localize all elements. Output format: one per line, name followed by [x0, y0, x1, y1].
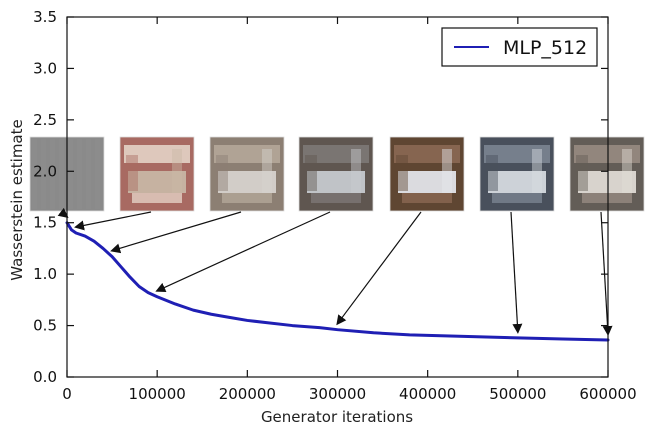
sample-arrow-3	[110, 211, 242, 254]
sample-arrow-4	[155, 211, 331, 293]
sample-arrow-6	[510, 211, 523, 334]
sample-image-3	[209, 136, 285, 212]
legend: MLP_512	[441, 27, 598, 67]
sample-arrow-1	[57, 207, 69, 218]
y-tick-label: 2.0	[33, 162, 57, 180]
x-tick-label: 300000	[309, 385, 366, 403]
x-tick-label: 500000	[489, 385, 546, 403]
y-tick-label: 1.5	[33, 214, 57, 232]
y-tick-label: 1.0	[33, 265, 57, 283]
x-tick-label: 200000	[219, 385, 276, 403]
x-ticks: 0 100000 200000 300000 400000 500000 600000	[62, 17, 637, 403]
y-tick-label: 3.0	[33, 59, 57, 77]
sample-image-6	[479, 136, 555, 212]
sample-image-layer	[29, 136, 645, 212]
sample-image-7	[569, 136, 645, 212]
legend-label-mlp512: MLP_512	[503, 37, 587, 59]
x-axis-label: Generator iterations	[261, 408, 413, 426]
y-tick-label: 2.5	[33, 111, 57, 129]
sample-image-4	[298, 136, 374, 212]
x-tick-label: 400000	[399, 385, 456, 403]
arrow-layer	[57, 207, 613, 336]
sample-arrow-2	[74, 211, 152, 231]
y-tick-label: 0.0	[33, 368, 57, 386]
sample-image-5	[389, 136, 465, 212]
y-ticks: 0.0 0.5 1.0 1.5 2.0 2.5 3.0 3.5	[33, 8, 608, 386]
x-tick-label: 0	[62, 385, 72, 403]
series-line-mlp512	[65, 221, 610, 342]
y-tick-label: 3.5	[33, 8, 57, 26]
x-tick-label: 600000	[579, 385, 636, 403]
y-tick-label: 0.5	[33, 317, 57, 335]
plot-frame	[66, 16, 609, 378]
sample-image-2	[119, 136, 195, 212]
sample-arrow-5	[336, 211, 422, 326]
x-tick-label: 100000	[129, 385, 186, 403]
plot-layer	[65, 221, 610, 342]
sample-arrow-7	[600, 211, 613, 336]
y-axis-label: Wasserstein estimate	[8, 119, 26, 280]
